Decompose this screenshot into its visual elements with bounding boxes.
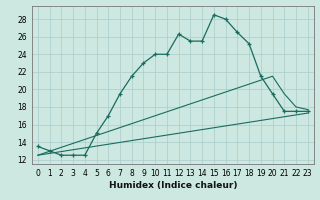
X-axis label: Humidex (Indice chaleur): Humidex (Indice chaleur) xyxy=(108,181,237,190)
